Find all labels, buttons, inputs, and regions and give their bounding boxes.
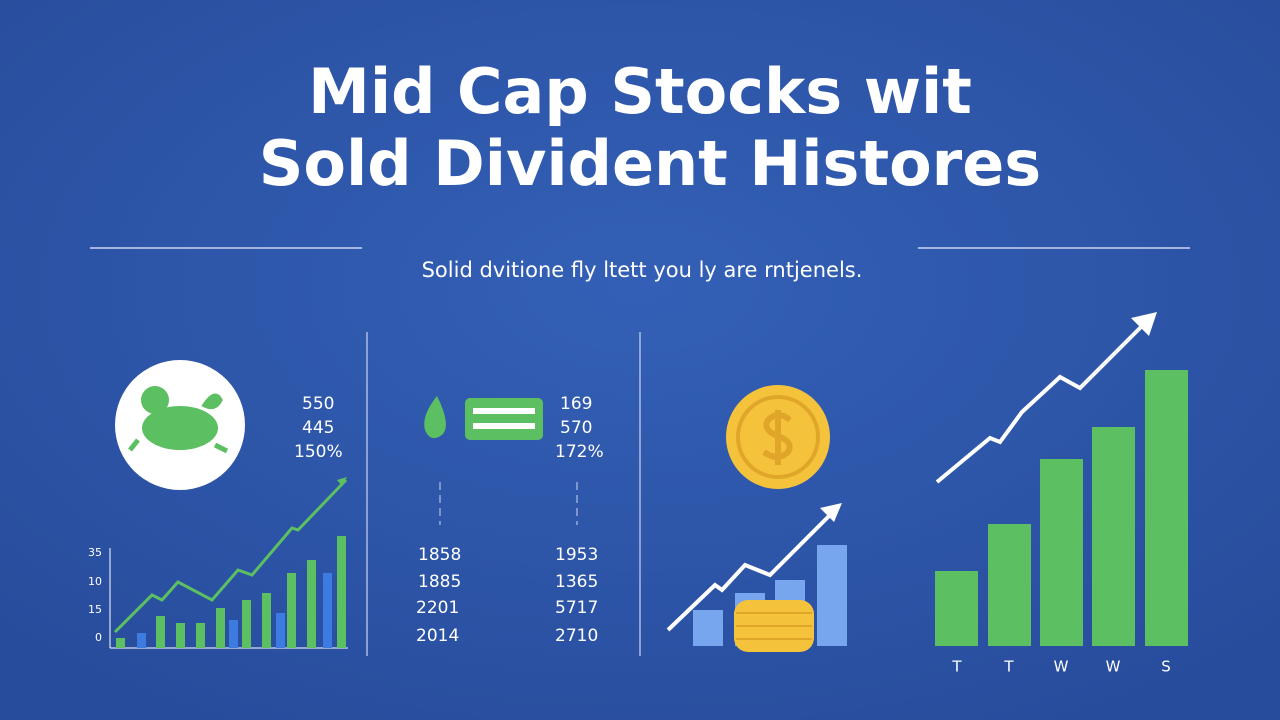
title-line: Sold Divident Histores bbox=[259, 127, 1041, 200]
bar-label: T bbox=[1003, 658, 1014, 676]
card-stripe bbox=[473, 423, 535, 429]
coin-stack bbox=[734, 600, 814, 652]
bar bbox=[323, 573, 332, 648]
bar bbox=[176, 623, 185, 648]
bar bbox=[693, 610, 723, 646]
bar bbox=[116, 638, 125, 648]
axis-label: 0 bbox=[95, 631, 102, 644]
bar bbox=[817, 545, 847, 646]
bar-label: T bbox=[951, 658, 962, 676]
arrow-head bbox=[337, 477, 347, 486]
bars bbox=[116, 536, 346, 648]
bird-head bbox=[141, 386, 169, 414]
number: 2014 bbox=[416, 626, 459, 646]
stat: 570 bbox=[560, 418, 592, 438]
number: 2710 bbox=[555, 626, 598, 646]
card-stripe bbox=[473, 408, 535, 414]
panel-3 bbox=[666, 385, 847, 652]
panel-2: 169 570 172% 1858 1885 2201 2014 1953 13… bbox=[416, 394, 604, 646]
stat: 445 bbox=[302, 418, 334, 438]
card-icon bbox=[465, 398, 543, 440]
panel-4: T T W W S bbox=[935, 312, 1188, 676]
bar-label: W bbox=[1106, 658, 1121, 676]
bar bbox=[216, 608, 225, 648]
number: 1858 bbox=[418, 545, 461, 565]
panel-1: 550 445 150% 35 10 15 0 bbox=[88, 360, 348, 649]
coin-ring bbox=[736, 395, 820, 479]
bar bbox=[287, 573, 296, 648]
stat: 550 bbox=[302, 394, 334, 414]
trend-line bbox=[666, 513, 832, 632]
stat: 172% bbox=[555, 442, 604, 462]
bar bbox=[156, 616, 165, 648]
arrow-head bbox=[820, 503, 842, 522]
bar bbox=[1145, 370, 1188, 646]
bar bbox=[1040, 459, 1083, 646]
trend-line bbox=[113, 478, 348, 634]
axis-label: 15 bbox=[88, 603, 102, 616]
bar bbox=[337, 536, 346, 648]
subtitle: Solid dvitione fly ltett you ly are rntj… bbox=[422, 258, 863, 282]
drop-icon bbox=[424, 396, 446, 439]
bar bbox=[307, 560, 316, 648]
bar bbox=[988, 524, 1031, 646]
number: 2201 bbox=[416, 598, 459, 618]
stat: 150% bbox=[294, 442, 343, 462]
bar bbox=[262, 593, 271, 648]
arrow-head bbox=[1131, 312, 1157, 336]
bar bbox=[242, 600, 251, 648]
dollar-sign bbox=[762, 410, 793, 465]
bird-icon bbox=[142, 406, 218, 450]
title-line: Mid Cap Stocks wit bbox=[308, 55, 972, 128]
bar-label: S bbox=[1161, 658, 1171, 676]
axis-label: 35 bbox=[88, 546, 102, 559]
number: 1365 bbox=[555, 572, 598, 592]
bar bbox=[137, 633, 146, 648]
stat: 169 bbox=[560, 394, 592, 414]
bar-label: W bbox=[1054, 658, 1069, 676]
axis-label: 10 bbox=[88, 575, 102, 588]
bar bbox=[196, 623, 205, 648]
bar bbox=[1092, 427, 1135, 646]
number: 5717 bbox=[555, 598, 598, 618]
number: 1953 bbox=[555, 545, 598, 565]
bar bbox=[276, 613, 285, 648]
bird-detail bbox=[128, 393, 229, 454]
bar bbox=[935, 571, 978, 646]
number: 1885 bbox=[418, 572, 461, 592]
bar bbox=[229, 620, 238, 648]
trend-line bbox=[935, 324, 1144, 484]
